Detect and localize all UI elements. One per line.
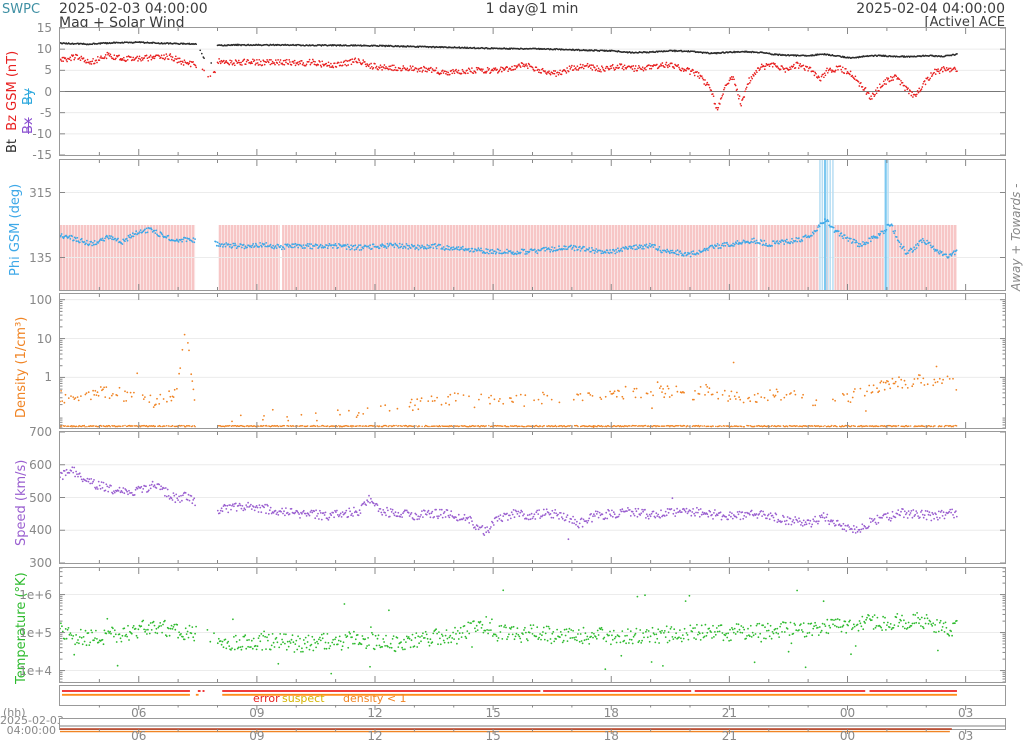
status-source: [Active] ACE	[924, 15, 1005, 30]
agency-label: SWPC	[2, 2, 41, 17]
x-tick-label: 06	[131, 729, 147, 741]
flag-strip-plot	[61, 690, 957, 696]
y-tick-label-mag: -15	[32, 148, 52, 162]
y-tick-label-mag: 15	[36, 21, 52, 35]
flag-legend-suspect: suspect	[282, 692, 325, 705]
density-floor-series	[60, 424, 958, 428]
speed-series	[60, 466, 958, 541]
x-tick-label: 12	[367, 706, 383, 720]
x-tick-label: 21	[721, 706, 738, 720]
panel-phi-gsm	[59, 159, 1006, 291]
axis-start-date: 2025-02-03	[0, 714, 64, 727]
x-tick-label: 18	[603, 706, 619, 720]
summary-strip-plot	[60, 725, 1005, 733]
y-tick-label-speed: 500	[29, 490, 52, 505]
density-series	[60, 333, 958, 428]
y-tick-label-speed: 600	[29, 457, 52, 472]
bz-series	[60, 51, 958, 111]
panel-temperature	[59, 567, 1006, 683]
y-tick-label-temp: 1e+4	[19, 663, 52, 678]
y-tick-label-mag: 10	[36, 42, 52, 57]
y-tick-label-density: 1	[44, 370, 52, 385]
x-tick-label: 15	[485, 729, 501, 741]
hour-axis-2-ticks	[98, 729, 967, 734]
x-tick-label: 03	[957, 729, 974, 741]
x-tick-label: 12	[367, 729, 383, 741]
panel-magnetic-field	[59, 27, 1006, 156]
mag-plot	[60, 28, 1005, 155]
y-tick-label-temp: 1e+5	[19, 625, 52, 640]
y-tick-label-speed: 700	[29, 425, 52, 439]
y-tick-label-mag: -5	[40, 105, 52, 120]
y-tick-label-density: 10	[36, 331, 52, 346]
axis-start-time: 04:00:00	[6, 724, 56, 737]
phi-gsm-series	[60, 218, 958, 259]
flag-legend-error: error	[253, 692, 280, 705]
y-tick-label-temp: 1e+6	[19, 587, 52, 602]
flag-legend-density-lt-1: density < 1	[343, 692, 407, 705]
away-towards-label: Away + Towards -	[1009, 183, 1023, 291]
x-tick-label: 21	[721, 729, 738, 741]
x-tick-label: 09	[249, 706, 265, 720]
temp-plot	[60, 568, 1005, 682]
x-tick-label: 00	[839, 729, 856, 741]
x-tick-label: 18	[603, 729, 619, 741]
summary-strip	[59, 718, 1006, 733]
density-plot	[60, 294, 1005, 428]
x-tick-label: 03	[957, 706, 974, 720]
x-tick-label: 00	[839, 706, 856, 720]
x-tick-label: 15	[485, 706, 501, 720]
temperature-series	[60, 589, 958, 675]
hour-axis-1-ticks	[98, 705, 967, 710]
y-tick-label-speed: 400	[29, 523, 52, 538]
panel-density	[59, 293, 1006, 429]
cadence-label: 1 day@1 min	[485, 1, 579, 17]
hour-unit-label: (hh)	[3, 706, 26, 719]
panel-speed	[59, 431, 1006, 564]
y-tick-label-density: 100	[29, 292, 52, 307]
start-datetime: 2025-02-03 04:00:00	[59, 1, 208, 17]
x-tick-label: 06	[131, 706, 147, 720]
phi-plot	[60, 160, 1005, 290]
end-datetime: 2025-02-04 04:00:00	[856, 1, 1005, 17]
x-tick-label: 09	[249, 729, 265, 741]
y-tick-label-phi: 135	[29, 250, 52, 265]
y-tick-label-mag: -10	[32, 126, 52, 141]
y-tick-label-speed: 300	[29, 556, 52, 570]
y-tick-label-phi: 315	[29, 185, 52, 200]
flag-strip: error suspect density < 1	[59, 685, 1006, 706]
y-tick-label-mag: 0	[44, 84, 52, 99]
bt-series	[60, 41, 958, 64]
y-tick-label-mag: 5	[44, 63, 52, 78]
speed-plot	[60, 432, 1005, 563]
